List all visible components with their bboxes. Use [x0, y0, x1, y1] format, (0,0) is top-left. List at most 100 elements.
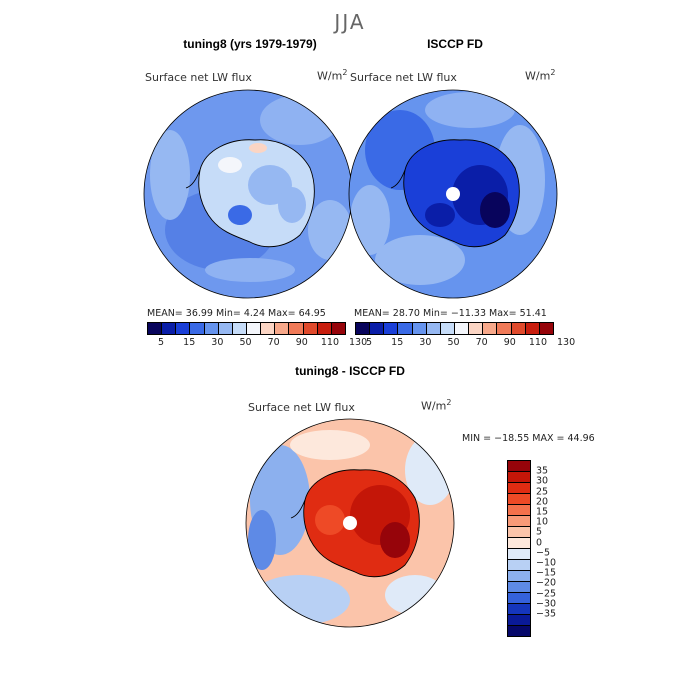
colorbar-swatch: [370, 323, 385, 334]
colorbar-swatch: [508, 582, 530, 593]
diff-pole-mask: [343, 516, 357, 530]
colorbar-tick-label: 35: [536, 465, 549, 477]
colorbar-tick-label: 70: [267, 337, 280, 348]
colorbar-swatch: [508, 604, 530, 615]
obs-panel-title: ISCCP FD: [427, 37, 483, 51]
colorbar-swatch: [539, 323, 553, 334]
colorbar-swatch: [246, 323, 262, 334]
colorbar-tick-label: 5: [366, 337, 373, 348]
colorbar-swatch: [232, 323, 247, 334]
season-title: JJA: [334, 10, 366, 34]
colorbar-swatch: [508, 483, 530, 494]
colorbar-swatch: [412, 323, 427, 334]
diff-colorbar: [507, 460, 531, 637]
colorbar-tick-label: 110: [320, 337, 339, 348]
model-stats: MEAN= 36.99 Min= 4.24 Max= 64.95: [147, 308, 326, 319]
colorbar-tick-label: 130: [556, 337, 576, 348]
colorbar-swatch: [508, 461, 530, 472]
colorbar-tick-label: −10: [536, 557, 557, 569]
colorbar-swatch: [508, 593, 530, 604]
colorbar-swatch: [508, 560, 530, 571]
colorbar-tick-label: 25: [536, 486, 549, 498]
model-map-border: [143, 89, 353, 299]
colorbar-swatch: [176, 323, 191, 334]
obs-unit-label: W/m2: [525, 68, 556, 83]
colorbar-tick-label: −25: [536, 588, 557, 600]
colorbar-swatch: [289, 323, 304, 334]
obs-stats: MEAN= 28.70 Min= −11.33 Max= 51.41: [354, 308, 547, 319]
diff-map-border: [245, 418, 455, 628]
colorbar-tick-label: −5: [536, 547, 551, 559]
diff-map: [246, 419, 454, 627]
colorbar-swatch: [454, 323, 470, 334]
colorbar-swatch: [511, 323, 526, 334]
colorbar-swatch: [204, 323, 219, 334]
colorbar-tick-label: 5: [536, 526, 543, 538]
colorbar-swatch: [508, 615, 530, 626]
colorbar-tick-label: 70: [475, 337, 488, 348]
obs-map: [349, 90, 557, 298]
colorbar-swatch: [508, 571, 530, 582]
model-map: [144, 90, 352, 298]
colorbar-tick-label: 10: [536, 516, 549, 528]
colorbar-tick-label: 90: [503, 337, 516, 348]
colorbar-tick-label: 15: [536, 506, 549, 518]
colorbar-swatch: [162, 323, 177, 334]
colorbar-tick-label: −30: [536, 598, 557, 610]
colorbar-swatch: [508, 516, 530, 527]
colorbar-tick-label: 30: [211, 337, 224, 348]
colorbar-swatch: [426, 323, 441, 334]
colorbar-swatch: [508, 538, 530, 549]
obs-map-border: [348, 89, 558, 299]
obs-colorbar-labels: 5 15 30 50 70 90 110 130: [355, 337, 575, 349]
obs-pole-mask: [446, 187, 460, 201]
obs-colorbar: [355, 322, 554, 335]
diff-panel-title: tuning8 - ISCCP FD: [295, 364, 405, 378]
colorbar-swatch: [508, 549, 530, 560]
colorbar-tick-label: 20: [536, 496, 549, 508]
colorbar-swatch: [508, 505, 530, 516]
colorbar-tick-label: −35: [536, 608, 557, 620]
colorbar-swatch: [261, 323, 276, 334]
colorbar-tick-label: 5: [158, 337, 165, 348]
colorbar-swatch: [356, 323, 371, 334]
colorbar-swatch: [398, 323, 413, 334]
colorbar-tick-label: −20: [536, 577, 557, 589]
colorbar-tick-label: 15: [391, 337, 404, 348]
colorbar-swatch: [303, 323, 318, 334]
colorbar-tick-label: 15: [183, 337, 196, 348]
colorbar-swatch: [508, 472, 530, 483]
colorbar-tick-label: 110: [528, 337, 547, 348]
model-colorbar: [147, 322, 346, 335]
model-unit-label: W/m2: [317, 68, 348, 83]
colorbar-swatch: [148, 323, 163, 334]
colorbar-swatch: [331, 323, 345, 334]
colorbar-tick-label: 0: [536, 537, 543, 549]
colorbar-swatch: [508, 527, 530, 538]
colorbar-tick-label: 30: [419, 337, 432, 348]
colorbar-swatch: [317, 323, 332, 334]
colorbar-swatch: [497, 323, 512, 334]
colorbar-tick-label: −15: [536, 567, 557, 579]
diff-field-label: Surface net LW flux: [248, 401, 355, 414]
model-field-label: Surface net LW flux: [145, 71, 252, 84]
colorbar-swatch: [525, 323, 540, 334]
colorbar-swatch: [483, 323, 498, 334]
colorbar-swatch: [508, 626, 530, 636]
model-colorbar-labels: 5 15 30 50 70 90 110 130: [147, 337, 367, 349]
diff-colorbar-labels: 35 30 25 20 15 10 5 0 −5 −10 −15 −20 −25 −30 −35: [536, 460, 576, 623]
colorbar-swatch: [440, 323, 455, 334]
diff-unit-label: W/m2: [421, 398, 452, 413]
colorbar-tick-label: 50: [447, 337, 460, 348]
obs-field-label: Surface net LW flux: [350, 71, 457, 84]
colorbar-tick-label: 90: [295, 337, 308, 348]
diff-stats: MIN = −18.55 MAX = 44.96: [462, 433, 595, 444]
colorbar-swatch: [508, 494, 530, 505]
colorbar-tick-label: 50: [239, 337, 252, 348]
colorbar-swatch: [469, 323, 484, 334]
colorbar-swatch: [275, 323, 290, 334]
colorbar-tick-label: 130: [348, 337, 368, 348]
colorbar-swatch: [384, 323, 399, 334]
colorbar-tick-label: 30: [536, 475, 549, 487]
